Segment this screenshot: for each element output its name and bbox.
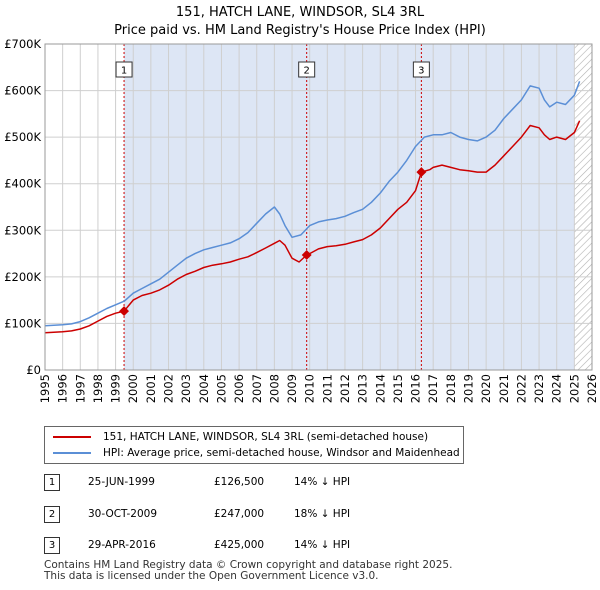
x-tick-label: 1998 xyxy=(91,374,105,403)
x-tick-label: 2012 xyxy=(338,374,352,403)
sale-point xyxy=(301,250,312,260)
sale-label-box xyxy=(115,61,133,78)
y-tick-label: £700K xyxy=(4,37,41,51)
table-row: 3 29-APR-2016 £425,000 14% ↓ HPI xyxy=(44,535,464,557)
chart-legend: 151, HATCH LANE, WINDSOR, SL4 3RL (semi-… xyxy=(44,426,464,464)
property-price-line xyxy=(44,120,581,334)
sale-number-badge: 1 xyxy=(44,474,60,491)
legend-label-hpi: HPI: Average price, semi-detached house,… xyxy=(103,447,460,459)
shaded-period xyxy=(124,44,575,370)
sale-label-box xyxy=(298,61,316,78)
x-tick-label: 2023 xyxy=(532,374,546,403)
sale-price: £247,000 xyxy=(214,508,265,520)
x-tick-label: 1995 xyxy=(38,374,52,403)
sale-point xyxy=(416,167,427,178)
x-tick-label: 2017 xyxy=(426,374,440,403)
sale-label-box xyxy=(412,61,430,78)
sale-date: 29-APR-2016 xyxy=(88,539,156,551)
x-tick-label: 2026 xyxy=(585,374,599,403)
footer-line-2: This data is licensed under the Open Gov… xyxy=(44,570,379,582)
plot-border xyxy=(44,43,593,371)
future-hatch xyxy=(574,44,592,370)
sale-number-badge: 2 xyxy=(44,506,60,523)
x-tick-label: 2020 xyxy=(479,374,493,403)
x-tick-label: 2019 xyxy=(462,374,476,403)
table-row: 1 25-JUN-1999 £126,500 14% ↓ HPI xyxy=(44,472,464,494)
y-tick-label: £200K xyxy=(4,270,41,284)
x-tick-label: 2011 xyxy=(320,374,334,403)
sale-hpi-diff: 18% ↓ HPI xyxy=(294,508,351,520)
price-chart: £0 £100K £200K £300K £400K £500K £600K £700K 199… xyxy=(4,37,599,403)
sale-label-number: 1 xyxy=(121,66,127,77)
x-tick-label: 2005 xyxy=(214,374,228,403)
hpi-line xyxy=(44,81,581,327)
sale-label-number: 3 xyxy=(418,66,424,77)
x-tick-label: 2002 xyxy=(162,374,176,403)
x-tick-label: 2025 xyxy=(567,374,581,403)
x-tick-label: 2000 xyxy=(126,374,140,403)
footer-attribution: Contains HM Land Registry data © Crown c… xyxy=(44,560,452,582)
x-tick-label: 2013 xyxy=(356,374,370,403)
x-tick-label: 2024 xyxy=(550,374,564,403)
y-tick-label: £300K xyxy=(4,223,41,237)
sale-label-number: 2 xyxy=(303,66,309,77)
footer-line-1: Contains HM Land Registry data © Crown c… xyxy=(44,559,453,571)
x-tick-label: 2009 xyxy=(285,374,299,403)
x-tick-label: 1997 xyxy=(73,374,87,403)
x-tick-label: 2003 xyxy=(179,374,193,403)
x-tick-label: 2021 xyxy=(497,374,511,403)
y-tick-label: £500K xyxy=(4,130,41,144)
sale-hpi-diff: 14% ↓ HPI xyxy=(294,476,351,488)
x-tick-label: 2008 xyxy=(267,374,281,403)
legend-item-hpi: HPI: Average price, semi-detached house,… xyxy=(53,445,460,461)
x-tick-label: 2006 xyxy=(232,374,246,403)
x-tick-label: 2010 xyxy=(303,374,317,403)
x-tick-label: 1996 xyxy=(56,374,70,403)
y-tick-label: £0 xyxy=(26,363,41,377)
legend-label-property: 151, HATCH LANE, WINDSOR, SL4 3RL (semi-… xyxy=(103,431,429,443)
x-tick-label: 2007 xyxy=(250,374,264,403)
chart-subtitle: Price paid vs. HM Land Registry's House … xyxy=(114,23,486,38)
x-tick-label: 2004 xyxy=(197,374,211,403)
table-row: 2 30-OCT-2009 £247,000 18% ↓ HPI xyxy=(44,504,464,526)
legend-swatch-property xyxy=(53,436,91,438)
sale-price: £425,000 xyxy=(214,539,265,551)
sale-date: 25-JUN-1999 xyxy=(88,476,155,488)
y-tick-label: £400K xyxy=(4,177,41,191)
sale-hpi-diff: 14% ↓ HPI xyxy=(294,539,351,551)
x-tick-label: 2022 xyxy=(514,374,528,403)
x-tick-label: 2018 xyxy=(444,374,458,403)
legend-swatch-hpi xyxy=(53,452,91,454)
chart-title: 151, HATCH LANE, WINDSOR, SL4 3RL xyxy=(175,5,425,20)
sale-date: 30-OCT-2009 xyxy=(88,508,157,520)
x-tick-label: 2015 xyxy=(391,374,405,403)
legend-item-property: 151, HATCH LANE, WINDSOR, SL4 3RL (semi-… xyxy=(53,429,428,445)
y-tick-label: £100K xyxy=(4,316,41,330)
x-tick-label: 1999 xyxy=(109,374,123,403)
x-tick-label: 2016 xyxy=(409,374,423,403)
x-tick-label: 2001 xyxy=(144,374,158,403)
sale-number-badge: 3 xyxy=(44,537,60,554)
x-tick-label: 2014 xyxy=(373,374,387,403)
y-tick-label: £600K xyxy=(4,84,41,98)
sale-price: £126,500 xyxy=(214,476,265,488)
